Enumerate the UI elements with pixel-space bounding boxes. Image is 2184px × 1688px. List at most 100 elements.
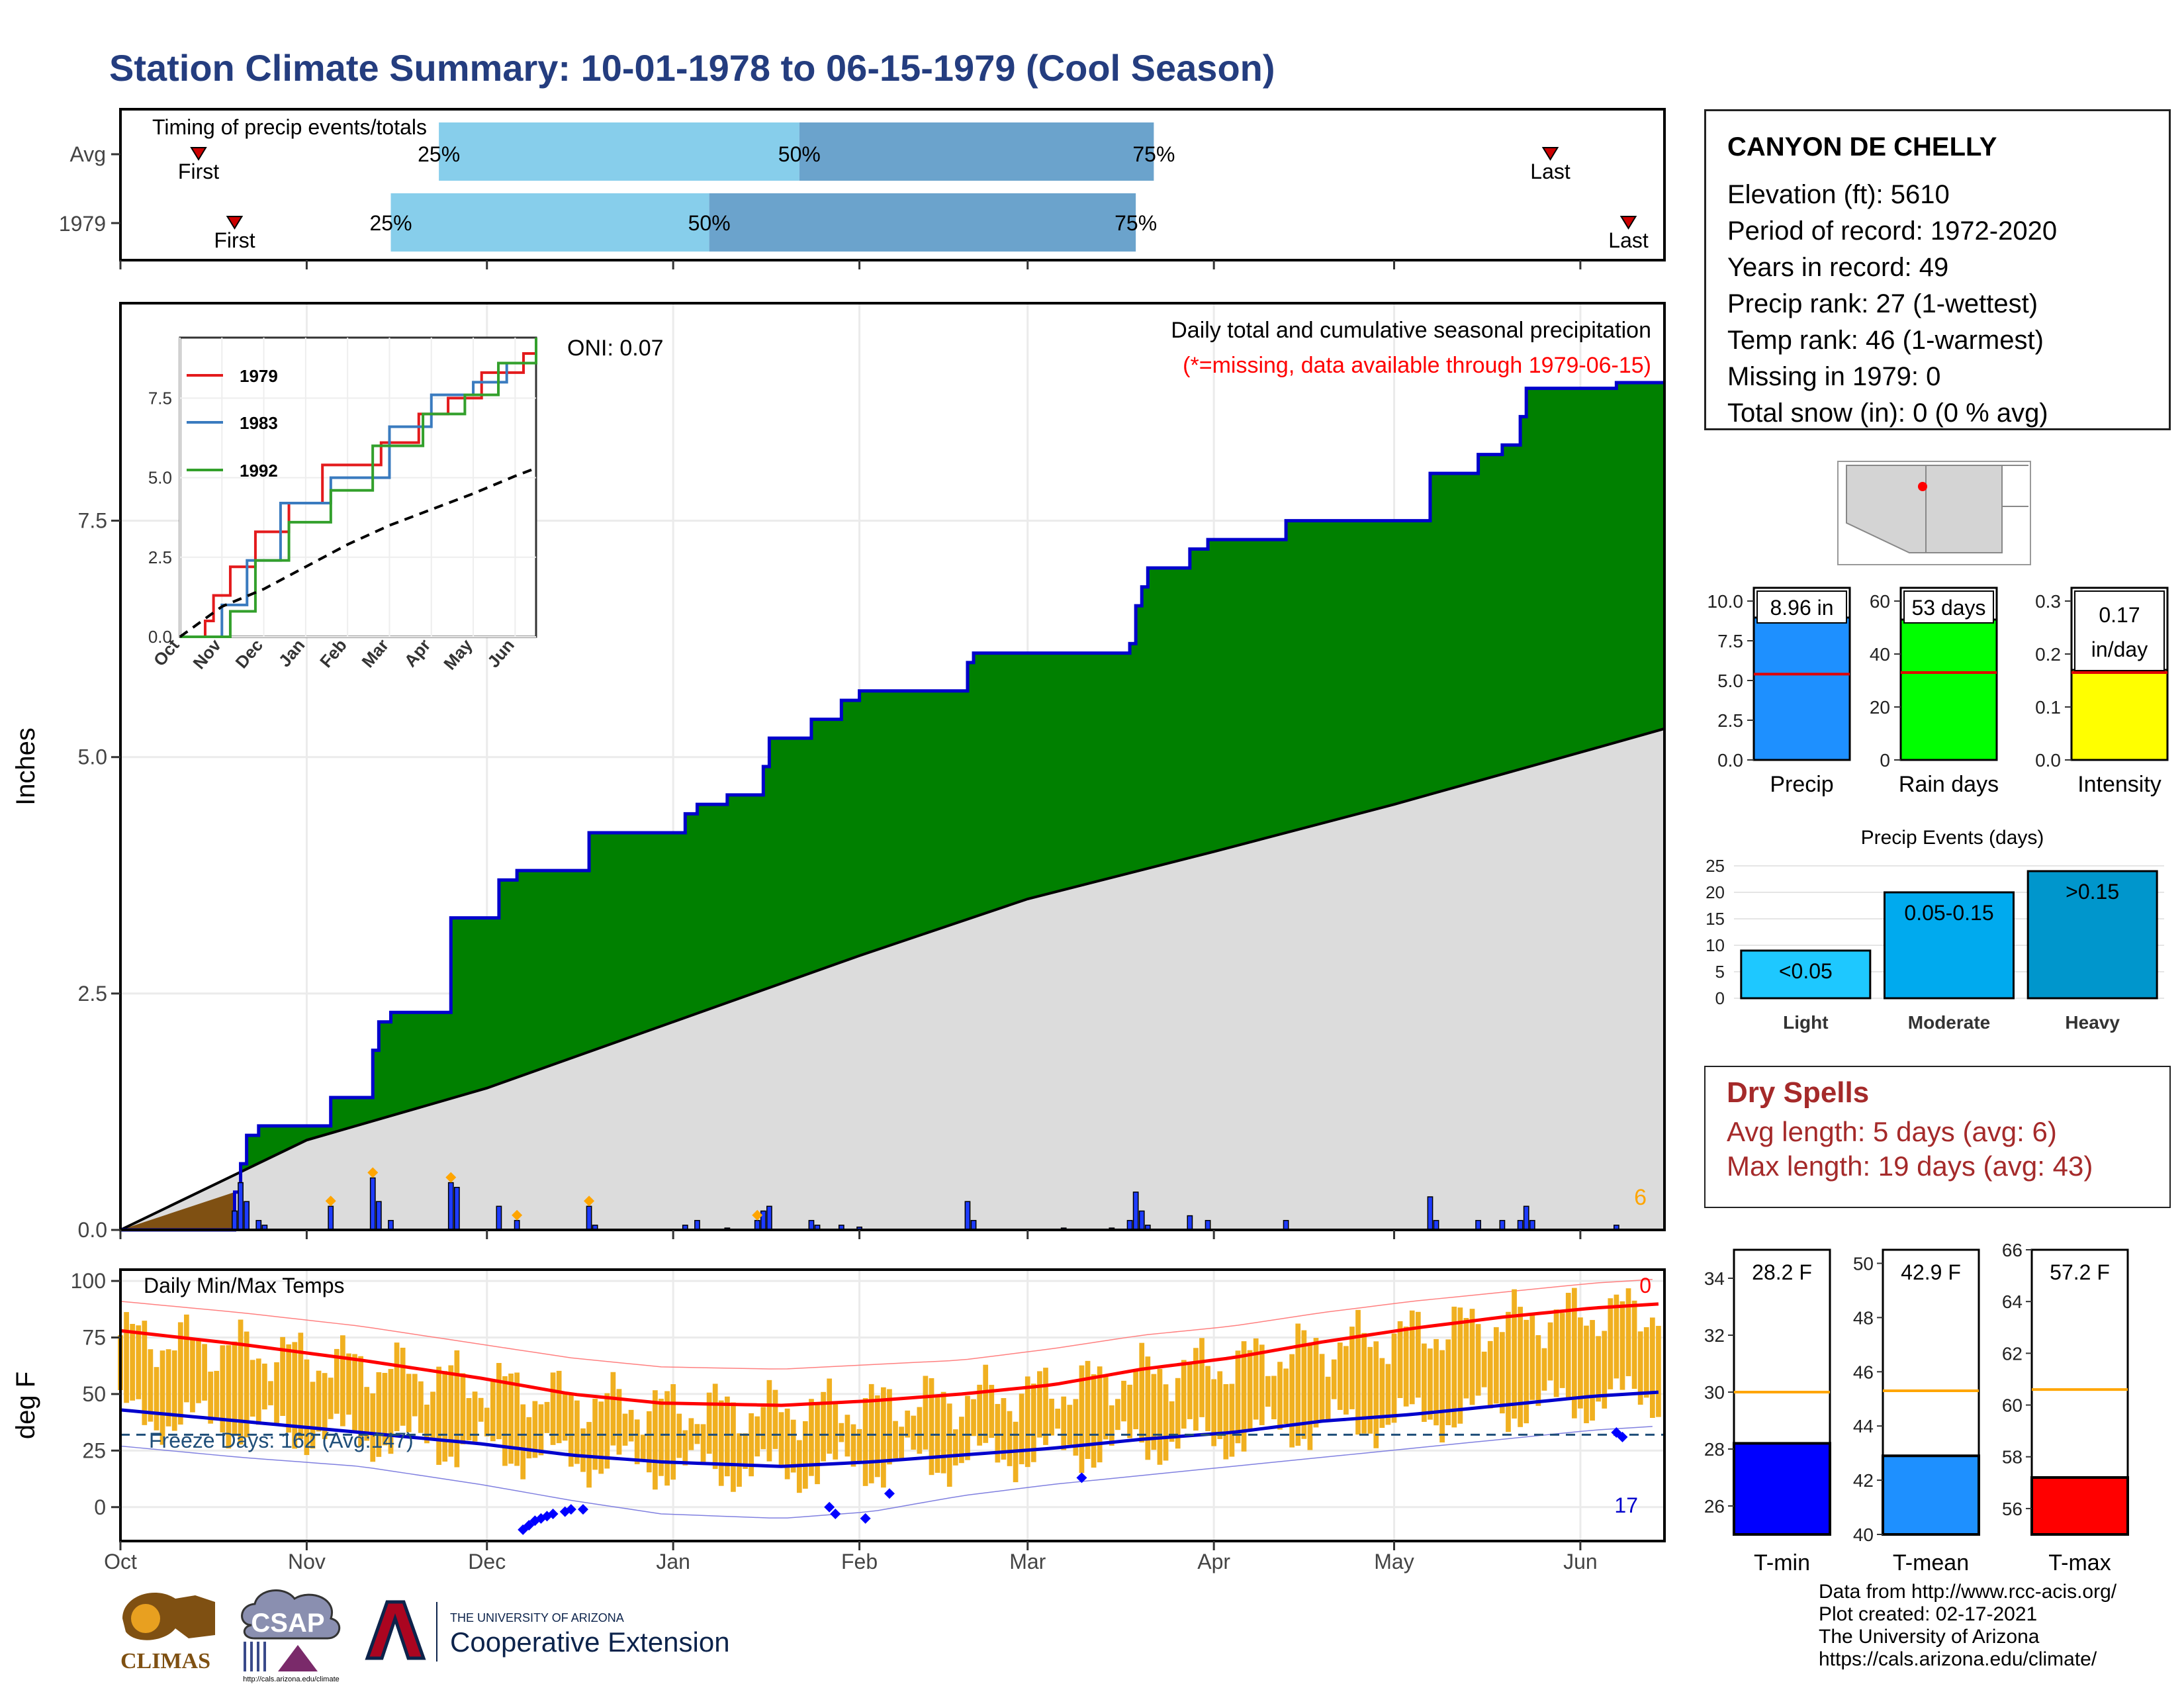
precip-plot-bg xyxy=(120,303,1664,1230)
temp-bar-114 xyxy=(803,1421,808,1489)
temp-bar-248 xyxy=(1608,1298,1614,1389)
temp-summary-tick-2-3: 62 xyxy=(2002,1343,2023,1364)
temp-bar-60 xyxy=(478,1397,484,1422)
temp-bar-102 xyxy=(731,1402,736,1492)
temp-bar-243 xyxy=(1578,1317,1583,1409)
daily-precip-bar-4 xyxy=(261,1225,268,1231)
summary-tick-2-3: 0.3 xyxy=(2035,591,2061,612)
climas-text: CLIMAS xyxy=(120,1649,210,1673)
record-min-line xyxy=(120,1426,1653,1519)
temp-bar-49 xyxy=(412,1374,418,1417)
daily-precip-bar-2 xyxy=(244,1201,250,1231)
temp-bar-130 xyxy=(899,1427,904,1460)
inset-y-tick-1: 2.5 xyxy=(148,547,172,567)
temp-bar-137 xyxy=(940,1391,946,1474)
snow-marker-5 xyxy=(752,1209,763,1221)
temp-bar-203 xyxy=(1337,1342,1343,1410)
x-tick-jan: Jan xyxy=(656,1550,690,1573)
temp-summary-tick-1-3: 46 xyxy=(1853,1362,1874,1382)
daily-precip-bar-24 xyxy=(856,1226,862,1231)
temp-bar-255 xyxy=(1649,1317,1655,1418)
temp-bar-1 xyxy=(124,1312,129,1403)
temp-bar-76 xyxy=(574,1400,580,1464)
daily-precip-bar-41 xyxy=(1523,1205,1529,1231)
timing-1979-25-label: 25% xyxy=(369,211,412,235)
temp-y-tick-4: 100 xyxy=(71,1269,106,1293)
temp-bar-33 xyxy=(316,1370,322,1432)
inset-y-tick-3: 7.5 xyxy=(148,388,172,408)
timing-title: Timing of precip events/totals xyxy=(152,115,427,139)
temp-bar-37 xyxy=(340,1335,345,1427)
temp-bar-170 xyxy=(1139,1342,1145,1443)
daily-precip-bar-5 xyxy=(328,1205,334,1231)
temp-bar-68 xyxy=(526,1417,532,1459)
temp-bar-57 xyxy=(460,1373,466,1444)
temp-bar-44 xyxy=(382,1373,388,1446)
summary-label-1: Rain days xyxy=(1899,772,1999,797)
temp-bar-89 xyxy=(653,1390,658,1490)
temp-summary-value-2: 57.2 F xyxy=(2050,1260,2110,1284)
temp-bar-249 xyxy=(1614,1294,1619,1379)
temp-bar-5 xyxy=(148,1349,154,1422)
station-period: Period of record: 1972-2020 xyxy=(1727,216,2058,246)
temp-bar-36 xyxy=(334,1348,340,1414)
daily-precip-bar-25 xyxy=(964,1201,971,1231)
map-state-arizona xyxy=(1846,465,1927,553)
cold-marker-3 xyxy=(535,1513,547,1524)
temp-bar-126 xyxy=(874,1395,880,1477)
summary-tick-1-2: 40 xyxy=(1870,644,1890,665)
temp-bar-127 xyxy=(881,1387,886,1488)
temp-bar-62 xyxy=(490,1381,496,1442)
x-tick-jun: Jun xyxy=(1563,1550,1598,1573)
temp-bar-107 xyxy=(760,1407,766,1450)
temp-bar-208 xyxy=(1367,1346,1373,1434)
events-bar-label-2: >0.15 xyxy=(2066,880,2119,904)
temp-bar-199 xyxy=(1313,1338,1319,1428)
temp-summary-tick-0-4: 34 xyxy=(1704,1268,1725,1289)
temp-bar-176 xyxy=(1175,1378,1181,1449)
events-category-0: Light xyxy=(1783,1012,1828,1033)
temp-bar-67 xyxy=(520,1404,526,1479)
temp-bar-18 xyxy=(226,1345,232,1449)
temp-bar-34 xyxy=(322,1373,328,1439)
temp-bar-75 xyxy=(568,1392,574,1467)
temp-summary-tick-2-4: 64 xyxy=(2002,1291,2023,1312)
temp-bar-92 xyxy=(670,1384,676,1480)
temp-bar-54 xyxy=(442,1371,448,1462)
summary-tick-2-0: 0.0 xyxy=(2035,750,2061,771)
temp-bar-77 xyxy=(580,1428,586,1472)
inset-legend: 1979 1983 1992 xyxy=(187,366,278,481)
daily-precip-bar-14 xyxy=(592,1225,598,1231)
temp-bar-215 xyxy=(1409,1310,1415,1405)
cumulative-precip-line xyxy=(120,381,1664,1232)
temp-summary-tick-2-5: 66 xyxy=(2002,1240,2023,1260)
temp-bar-119 xyxy=(833,1404,839,1460)
temp-bar-168 xyxy=(1127,1384,1132,1438)
daily-precip-bar-1 xyxy=(238,1182,244,1231)
temp-bar-161 xyxy=(1085,1360,1091,1460)
temp-bar-225 xyxy=(1469,1309,1475,1405)
temp-bar-35 xyxy=(328,1378,334,1419)
temp-bar-160 xyxy=(1079,1365,1085,1474)
temp-bar-227 xyxy=(1481,1351,1487,1387)
cold-marker-10 xyxy=(830,1509,841,1519)
temp-summary-bar-t-min xyxy=(1733,1442,1831,1536)
daily-precip-bar-30 xyxy=(1132,1192,1139,1231)
timing-row-label-avg: Avg xyxy=(69,142,106,166)
daily-precip-bar-37 xyxy=(1433,1219,1439,1231)
temp-bar-241 xyxy=(1565,1293,1571,1401)
temp-bar-106 xyxy=(754,1416,760,1457)
csap-url: http://cals.arizona.edu/climate xyxy=(243,1675,340,1683)
temp-bar-73 xyxy=(556,1370,562,1444)
temp-bar-109 xyxy=(772,1389,778,1449)
temp-bar-154 xyxy=(1043,1368,1048,1445)
temp-bar-123 xyxy=(856,1429,862,1462)
temp-bar-78 xyxy=(586,1422,592,1488)
x-tick-apr: Apr xyxy=(1197,1550,1230,1573)
temp-bar-125 xyxy=(868,1383,874,1483)
temp-bar-152 xyxy=(1030,1383,1036,1462)
temp-bar-173 xyxy=(1157,1368,1163,1465)
temp-bar-224 xyxy=(1463,1318,1469,1399)
temp-bar-43 xyxy=(376,1372,382,1457)
temp-bar-210 xyxy=(1379,1358,1385,1429)
